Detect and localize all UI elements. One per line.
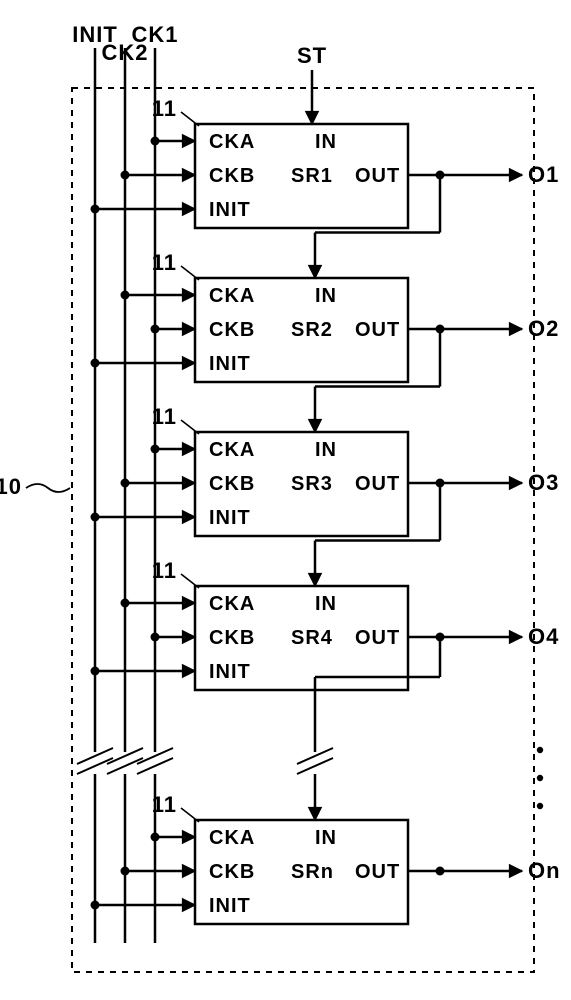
out-On: On <box>528 858 561 883</box>
ref-10: 10 <box>0 474 22 499</box>
port-ckb: CKB <box>209 861 255 883</box>
sr-name: SR4 <box>291 627 333 649</box>
port-cka: CKA <box>209 285 255 307</box>
label-ck1: CK1 <box>131 22 178 47</box>
port-ckb: CKB <box>209 165 255 187</box>
label-st: ST <box>297 43 327 68</box>
ref-11: 11 <box>152 96 177 121</box>
out-O2: O2 <box>528 316 559 341</box>
sr-name: SR3 <box>291 473 333 495</box>
ref-11: 11 <box>152 558 177 583</box>
port-out: OUT <box>355 861 400 883</box>
port-in: IN <box>315 439 337 461</box>
out-O1: O1 <box>528 162 559 187</box>
port-cka: CKA <box>209 827 255 849</box>
port-out: OUT <box>355 627 400 649</box>
port-ckb: CKB <box>209 627 255 649</box>
port-ckb: CKB <box>209 473 255 495</box>
port-in: IN <box>315 593 337 615</box>
port-cka: CKA <box>209 131 255 153</box>
port-in: IN <box>315 827 337 849</box>
port-init: INIT <box>209 199 251 221</box>
port-init: INIT <box>209 895 251 917</box>
port-in: IN <box>315 131 337 153</box>
out-O4: O4 <box>528 624 559 649</box>
sr-name: SRn <box>291 861 334 883</box>
port-out: OUT <box>355 473 400 495</box>
sr-name: SR2 <box>291 319 333 341</box>
port-ckb: CKB <box>209 319 255 341</box>
port-cka: CKA <box>209 593 255 615</box>
port-cka: CKA <box>209 439 255 461</box>
port-out: OUT <box>355 165 400 187</box>
ref-11: 11 <box>152 792 177 817</box>
ref-11: 11 <box>152 250 177 275</box>
port-out: OUT <box>355 319 400 341</box>
port-init: INIT <box>209 507 251 529</box>
sr-name: SR1 <box>291 165 333 187</box>
out-O3: O3 <box>528 470 559 495</box>
port-in: IN <box>315 285 337 307</box>
port-init: INIT <box>209 661 251 683</box>
ref-11: 11 <box>152 404 177 429</box>
port-init: INIT <box>209 353 251 375</box>
